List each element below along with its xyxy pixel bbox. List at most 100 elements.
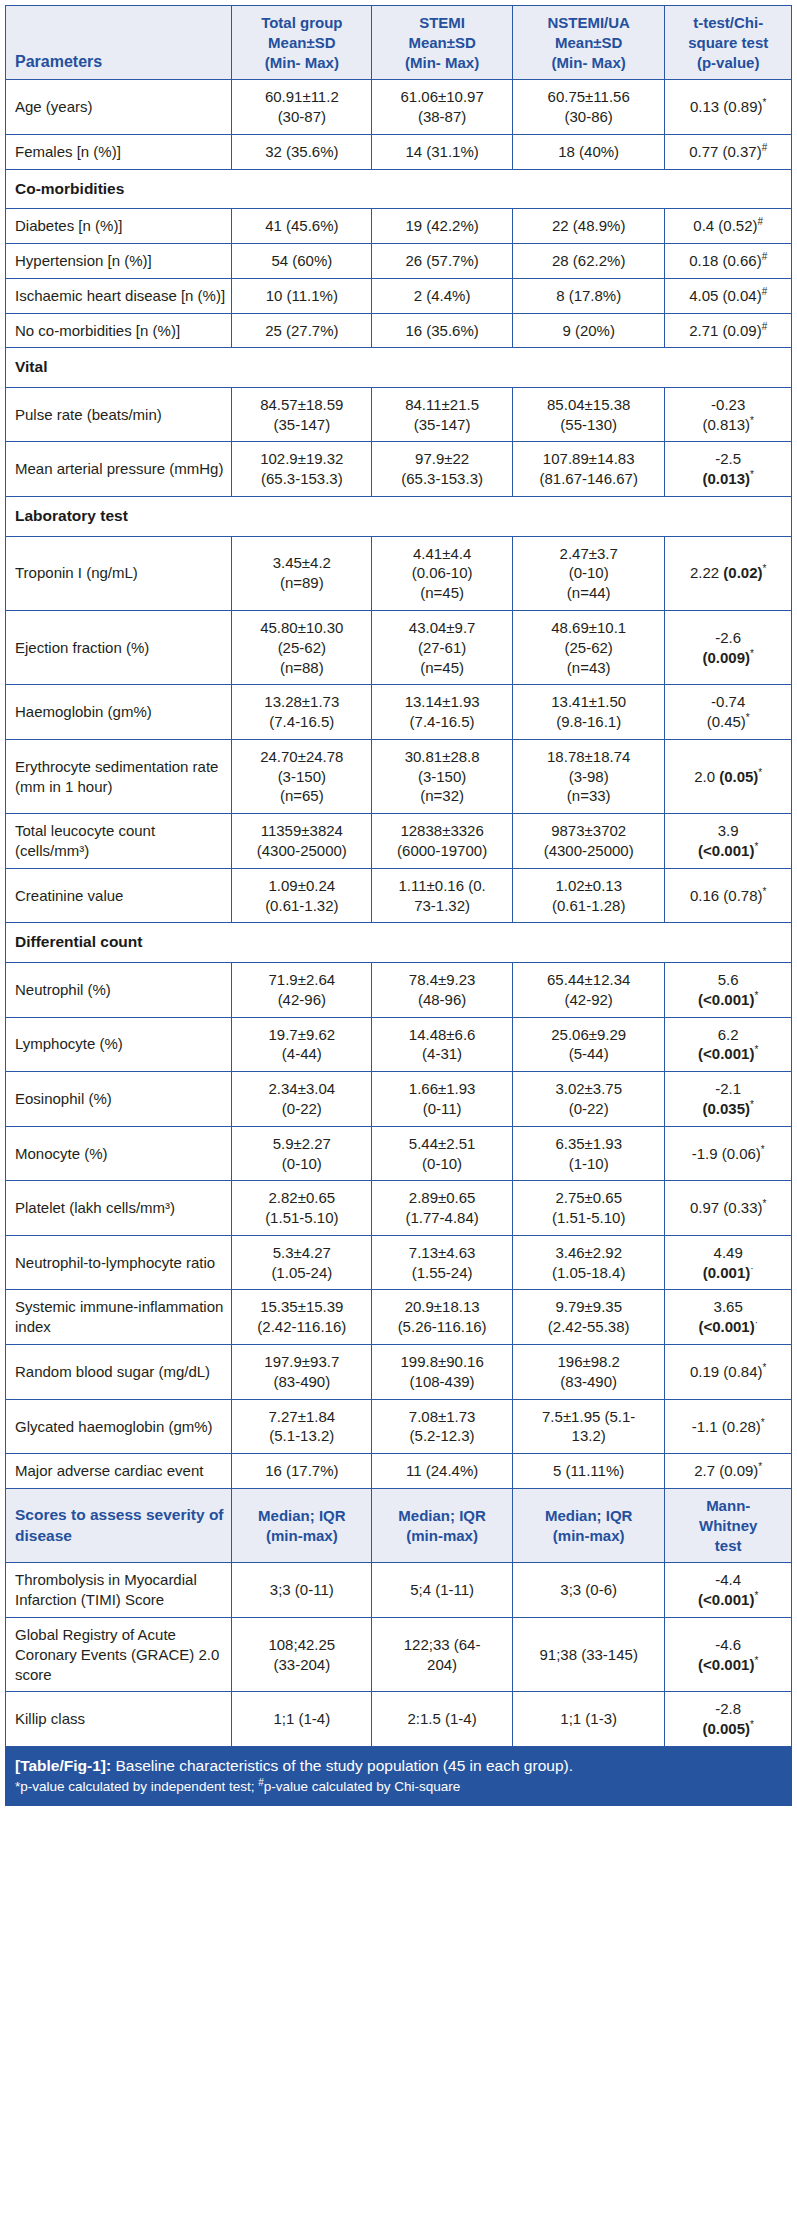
- pvalue-cell: -1.1 (0.28)*: [665, 1399, 792, 1454]
- value-cell: 4.41±4.4 (0.06-10) (n=45): [372, 536, 513, 610]
- value-cell: 108;42.25 (33-204): [232, 1618, 372, 1692]
- pvalue-cell: 3.9 (<0.001)*: [665, 814, 792, 869]
- pvalue-footnote-marker: *: [763, 886, 767, 897]
- value-cell: 12838±3326 (6000-19700): [372, 814, 513, 869]
- value-cell: 54 (60%): [232, 244, 372, 279]
- pvalue-cell: -4.4 (<0.001)*: [665, 1563, 792, 1618]
- significant-pvalue: (0.02): [723, 564, 762, 581]
- pvalue-cell: 0.4 (0.52)#: [665, 209, 792, 244]
- value-cell: 16 (17.7%): [232, 1454, 372, 1489]
- pvalue-cell: -2.6 (0.009)*: [665, 610, 792, 684]
- value-cell: 5 (11.11%): [512, 1454, 664, 1489]
- parameter-label: Thrombolysis in Myocardial Infarction (T…: [6, 1563, 232, 1618]
- pvalue-footnote-marker: *: [763, 1198, 767, 1209]
- pvalue-footnote-marker: ·: [755, 1317, 758, 1328]
- pvalue-cell: -0.74 (0.45)*: [665, 685, 792, 740]
- pvalue-footnote-marker: #: [762, 251, 768, 262]
- pvalue-cell: 2.7 (0.09)*: [665, 1454, 792, 1489]
- value-cell: 7.08±1.73 (5.2-12.3): [372, 1399, 513, 1454]
- value-cell: 9 (20%): [512, 313, 664, 348]
- value-cell: 18.78±18.74 (3-98) (n=33): [512, 739, 664, 813]
- pvalue-footnote-marker: *: [758, 767, 762, 778]
- parameter-label: Females [n (%)]: [6, 134, 232, 169]
- value-cell: 3;3 (0-6): [512, 1563, 664, 1618]
- header-parameters: Parameters: [6, 6, 232, 80]
- value-cell: 9873±3702 (4300-25000): [512, 814, 664, 869]
- value-cell: 7.5±1.95 (5.1- 13.2): [512, 1399, 664, 1454]
- value-cell: 7.27±1.84 (5.1-13.2): [232, 1399, 372, 1454]
- subheader-cell: Median; IQR (min-max): [372, 1489, 513, 1563]
- significant-pvalue: (<0.001): [698, 1318, 754, 1335]
- caption-line: [Table/Fig-1]: Baseline characteristics …: [15, 1756, 782, 1776]
- table-row: Age (years)60.91±11.2 (30-87)61.06±10.97…: [6, 80, 792, 135]
- parameter-label: Lymphocyte (%): [6, 1017, 232, 1072]
- pvalue-footnote-marker: *: [754, 841, 758, 852]
- parameter-label: Erythrocyte sedimentation rate (mm in 1 …: [6, 739, 232, 813]
- section-row: Vital: [6, 348, 792, 387]
- table-header: Parameters Total group Mean±SD (Min- Max…: [6, 6, 792, 80]
- section-label: Differential count: [6, 923, 792, 962]
- value-cell: 102.9±19.32 (65.3-153.3): [232, 442, 372, 497]
- value-cell: 122;33 (64- 204): [372, 1618, 513, 1692]
- table-row: Mean arterial pressure (mmHg)102.9±19.32…: [6, 442, 792, 497]
- table-row: Pulse rate (beats/min)84.57±18.59 (35-14…: [6, 387, 792, 442]
- table-row: Ejection fraction (%)45.80±10.30 (25-62)…: [6, 610, 792, 684]
- value-cell: 14.48±6.6 (4-31): [372, 1017, 513, 1072]
- pvalue-cell: -4.6 (<0.001)*: [665, 1618, 792, 1692]
- value-cell: 97.9±22 (65.3-153.3): [372, 442, 513, 497]
- parameter-label: Platelet (lakh cells/mm³): [6, 1181, 232, 1236]
- pvalue-footnote-marker: *: [763, 563, 767, 574]
- pvalue-cell: -1.9 (0.06)*: [665, 1126, 792, 1181]
- header-stemi: STEMI Mean±SD (Min- Max): [372, 6, 513, 80]
- pvalue-cell: -2.1 (0.035)*: [665, 1072, 792, 1127]
- pvalue-footnote-marker: ·: [750, 1263, 753, 1274]
- pvalue-footnote-marker: *: [746, 712, 750, 723]
- footnote-line: *p-value calculated by independent test;…: [15, 1778, 782, 1796]
- value-cell: 18 (40%): [512, 134, 664, 169]
- value-cell: 20.9±18.13 (5.26-116.16): [372, 1290, 513, 1345]
- caption-text: Baseline characteristics of the study po…: [111, 1757, 573, 1774]
- parameter-label: Ischaemic heart disease [n (%)]: [6, 278, 232, 313]
- pvalue-footnote-marker: *: [750, 415, 754, 426]
- paper-table-figure: Parameters Total group Mean±SD (Min- Max…: [0, 0, 797, 1806]
- significant-pvalue: (0.05): [719, 768, 758, 785]
- value-cell: 13.14±1.93 (7.4-16.5): [372, 685, 513, 740]
- value-cell: 32 (35.6%): [232, 134, 372, 169]
- value-cell: 1;1 (1-3): [512, 1692, 664, 1747]
- value-cell: 30.81±28.8 (3-150) (n=32): [372, 739, 513, 813]
- parameter-label: Mean arterial pressure (mmHg): [6, 442, 232, 497]
- value-cell: 61.06±10.97 (38-87): [372, 80, 513, 135]
- pvalue-cell: 4.05 (0.04)#: [665, 278, 792, 313]
- significant-pvalue: (<0.001): [698, 991, 754, 1008]
- value-cell: 45.80±10.30 (25-62) (n=88): [232, 610, 372, 684]
- value-cell: 2.47±3.7 (0-10) (n=44): [512, 536, 664, 610]
- value-cell: 78.4±9.23 (48-96): [372, 962, 513, 1017]
- table-row: Major adverse cardiac event16 (17.7%)11 …: [6, 1454, 792, 1489]
- pvalue-footnote-marker: *: [750, 1719, 754, 1730]
- pvalue-cell: 0.19 (0.84)*: [665, 1345, 792, 1400]
- significant-pvalue: (0.001): [703, 1264, 751, 1281]
- table-row: No co-morbidities [n (%)]25 (27.7%)16 (3…: [6, 313, 792, 348]
- parameter-label: Total leucocyte count (cells/mm³): [6, 814, 232, 869]
- parameter-label: Neutrophil (%): [6, 962, 232, 1017]
- significant-pvalue: (<0.001): [698, 1591, 754, 1608]
- table-fig-tag: [Table/Fig-1]:: [15, 1757, 111, 1774]
- parameter-label: Monocyte (%): [6, 1126, 232, 1181]
- pvalue-footnote-marker: *: [754, 990, 758, 1001]
- significant-pvalue: (<0.001): [698, 1045, 754, 1062]
- table-row: Diabetes [n (%)]41 (45.6%)19 (42.2%)22 (…: [6, 209, 792, 244]
- value-cell: 1.02±0.13 (0.61-1.28): [512, 868, 664, 923]
- value-cell: 2.82±0.65 (1.51-5.10): [232, 1181, 372, 1236]
- value-cell: 107.89±14.83 (81.67-146.67): [512, 442, 664, 497]
- pvalue-cell: 3.65 (<0.001)·: [665, 1290, 792, 1345]
- section-row: Differential count: [6, 923, 792, 962]
- table-row: Lymphocyte (%)19.7±9.62 (4-44)14.48±6.6 …: [6, 1017, 792, 1072]
- baseline-characteristics-table: Parameters Total group Mean±SD (Min- Max…: [5, 5, 792, 1747]
- value-cell: 1.09±0.24 (0.61-1.32): [232, 868, 372, 923]
- pvalue-footnote-marker: *: [750, 1099, 754, 1110]
- pvalue-footnote-marker: #: [762, 142, 768, 153]
- pvalue-cell: -2.5 (0.013)*: [665, 442, 792, 497]
- parameter-label: Troponin I (ng/mL): [6, 536, 232, 610]
- pvalue-cell: -2.8 (0.005)*: [665, 1692, 792, 1747]
- value-cell: 1.66±1.93 (0-11): [372, 1072, 513, 1127]
